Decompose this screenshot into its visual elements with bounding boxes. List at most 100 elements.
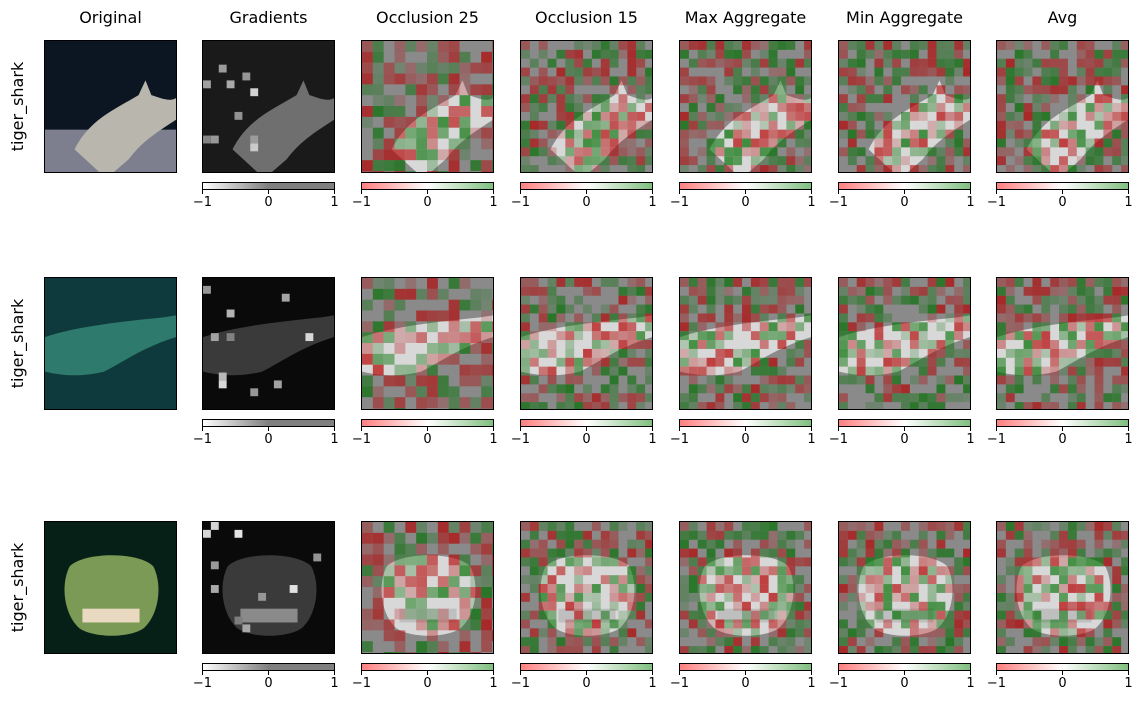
attribution-cell: [1059, 111, 1068, 121]
attribution-cell: [538, 41, 548, 50]
attribution-cell: [521, 646, 530, 653]
attribution-cell: [416, 619, 428, 631]
attribution-cell: [538, 295, 548, 305]
attribution-cell: [636, 357, 646, 367]
colorbar-tick: [1062, 427, 1063, 431]
attribution-cell: [795, 610, 805, 620]
attribution-cell: [733, 278, 743, 287]
attribution-cell: [733, 138, 743, 148]
attribution-cell: [1041, 156, 1051, 166]
attribution-cell: [892, 592, 902, 602]
attribution-cell: [759, 393, 769, 403]
colorbar-tick: [268, 427, 269, 431]
attribution-cell: [865, 557, 875, 567]
attribution-cell: [892, 375, 902, 385]
attribution-cell: [565, 103, 575, 112]
gradient-block: [258, 592, 267, 601]
attribution-cell: [750, 165, 760, 172]
attribution-cell: [383, 95, 395, 107]
attribution-cell: [1094, 58, 1104, 68]
attribution-cell: [804, 129, 811, 139]
attribution-cell: [865, 575, 875, 585]
attribution-cell: [427, 51, 438, 63]
attribution-cell: [405, 41, 417, 52]
attribution-cell: [883, 375, 893, 385]
attribution-cell: [1076, 58, 1086, 68]
attribution-cell: [645, 530, 652, 540]
attribution-cell: [437, 62, 449, 74]
attribution-cell: [945, 610, 955, 620]
attribution-cell: [892, 384, 902, 394]
colorbar-tick-label: 0: [900, 432, 909, 447]
attribution-cell: [759, 111, 769, 121]
attribution-cell: [1041, 522, 1051, 531]
attribution-cell: [416, 41, 428, 52]
attribution-cell: [574, 103, 584, 112]
attribution-cell: [618, 557, 628, 567]
attribution-cell: [883, 592, 893, 602]
attribution-cell: [565, 384, 575, 394]
attribution-cell: [600, 539, 610, 549]
attribution-cell: [609, 304, 619, 314]
attribution-cell: [459, 278, 471, 289]
attribution-cell: [750, 402, 760, 409]
attribution-cell: [715, 539, 725, 549]
attribution-cell: [636, 331, 646, 341]
attribution-cell: [883, 340, 893, 349]
attribution-cell: [459, 608, 471, 620]
attribution-cell: [1005, 286, 1015, 296]
attribution-cell: [847, 548, 857, 558]
attribution-cell: [1076, 402, 1086, 409]
attribution-cell: [1085, 156, 1095, 166]
colorbar-tick: [745, 427, 746, 431]
attribution-cell: [1094, 557, 1104, 567]
attribution-cell: [688, 619, 698, 629]
attribution-cell: [786, 156, 796, 166]
attribution-cell: [733, 619, 743, 629]
attribution-cell: [1050, 584, 1060, 593]
attribution-cell: [1076, 41, 1086, 50]
attribution-cell: [892, 322, 902, 332]
attribution-cell: [481, 522, 493, 533]
attribution-cell: [1032, 375, 1042, 385]
attribution-cell: [786, 286, 796, 296]
attribution-cell: [839, 522, 848, 531]
attribution-cell: [963, 147, 970, 157]
attribution-cell: [839, 41, 848, 50]
attribution-cell: [1112, 322, 1122, 332]
attribution-cell: [547, 94, 557, 104]
attribution-cell: [627, 286, 637, 296]
attribution-cell: [909, 539, 919, 549]
colorbar: [361, 419, 494, 427]
attribution-cell: [362, 641, 373, 653]
attribution-cell: [1121, 610, 1128, 620]
attribution-cell: [609, 147, 619, 157]
attribution-cell: [927, 286, 937, 296]
attribution-cell: [1059, 304, 1068, 314]
attribution-cell: [448, 332, 460, 344]
attribution-cell: [1103, 348, 1113, 358]
attribution-cell: [437, 619, 449, 631]
attribution-cell: [416, 332, 428, 344]
attribution-cell: [565, 637, 575, 647]
attribution-cell: [481, 375, 493, 387]
attribution-cell: [954, 637, 964, 647]
attribution-cell: [901, 548, 910, 558]
attribution-cell: [609, 646, 619, 653]
attribution-cell: [627, 348, 637, 358]
attribution-cell: [556, 156, 566, 166]
attribution-cell: [750, 610, 760, 620]
attribution-cell: [777, 41, 787, 50]
attribution-cell: [1059, 575, 1068, 585]
attribution-cell: [901, 619, 910, 629]
attribution-cell: [688, 111, 698, 121]
attribution-cell: [492, 149, 493, 161]
attribution-cell: [1014, 375, 1024, 385]
attribution-cell: [1014, 366, 1024, 376]
shark-shape: [45, 315, 176, 376]
attribution-cell: [706, 58, 716, 68]
attribution-cell: [715, 375, 725, 385]
attribution-cell: [1094, 304, 1104, 314]
colorbar-tick: [811, 671, 812, 675]
attribution-cell: [547, 129, 557, 139]
